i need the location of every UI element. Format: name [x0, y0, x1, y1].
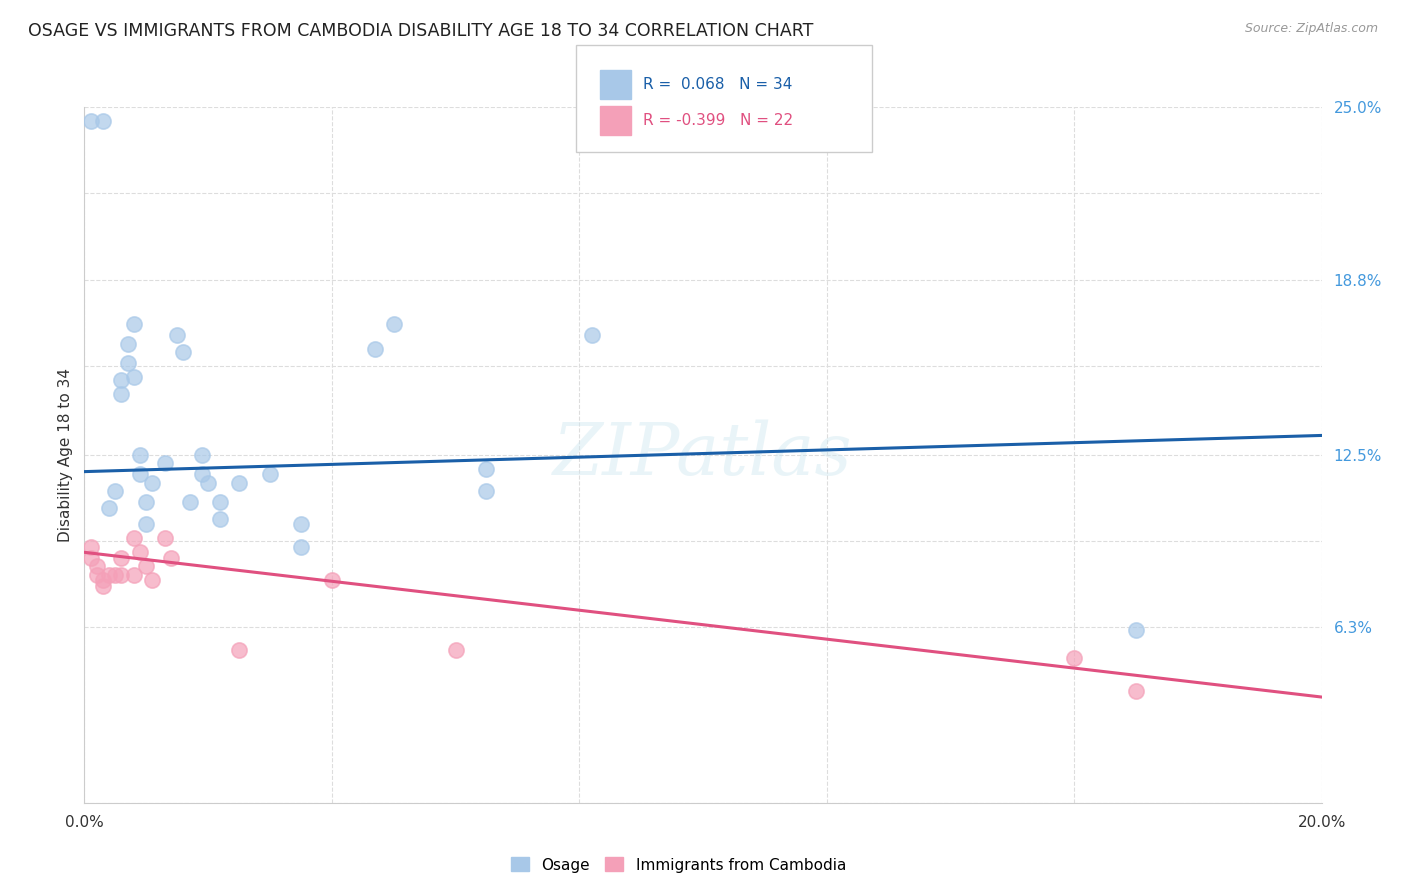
Text: OSAGE VS IMMIGRANTS FROM CAMBODIA DISABILITY AGE 18 TO 34 CORRELATION CHART: OSAGE VS IMMIGRANTS FROM CAMBODIA DISABI… — [28, 22, 814, 40]
Point — [110, 373, 132, 387]
Point — [581, 328, 603, 343]
Point — [209, 495, 232, 509]
Point — [228, 642, 250, 657]
Point — [444, 642, 467, 657]
Point — [110, 567, 132, 582]
Point — [160, 550, 183, 565]
Point — [91, 573, 114, 587]
Point — [475, 462, 498, 476]
Point — [129, 467, 152, 482]
Point — [129, 448, 152, 462]
Point — [86, 559, 108, 574]
Point — [122, 532, 145, 546]
Text: R = -0.399   N = 22: R = -0.399 N = 22 — [643, 113, 793, 128]
Point — [191, 467, 214, 482]
Point — [110, 550, 132, 565]
Point — [228, 475, 250, 490]
Text: Source: ZipAtlas.com: Source: ZipAtlas.com — [1244, 22, 1378, 36]
Point — [290, 540, 312, 554]
Point — [122, 317, 145, 331]
Legend: Osage, Immigrants from Cambodia: Osage, Immigrants from Cambodia — [505, 851, 852, 879]
Point — [364, 342, 387, 356]
Point — [117, 356, 139, 370]
Y-axis label: Disability Age 18 to 34: Disability Age 18 to 34 — [58, 368, 73, 542]
Point — [86, 567, 108, 582]
Point — [79, 114, 101, 128]
Point — [110, 386, 132, 401]
Point — [104, 484, 127, 499]
Point — [135, 495, 157, 509]
Point — [117, 336, 139, 351]
Point — [290, 517, 312, 532]
Point — [475, 484, 498, 499]
Point — [172, 345, 194, 359]
Point — [191, 448, 214, 462]
Point — [1063, 651, 1085, 665]
Point — [153, 532, 176, 546]
Point — [141, 475, 163, 490]
Text: R =  0.068   N = 34: R = 0.068 N = 34 — [643, 78, 792, 92]
Point — [1125, 684, 1147, 698]
Point — [79, 540, 101, 554]
Point — [79, 550, 101, 565]
Point — [122, 370, 145, 384]
Point — [91, 114, 114, 128]
Point — [135, 517, 157, 532]
Point — [129, 545, 152, 559]
Point — [197, 475, 219, 490]
Point — [91, 579, 114, 593]
Point — [321, 573, 343, 587]
Point — [179, 495, 201, 509]
Point — [122, 567, 145, 582]
Point — [166, 328, 188, 343]
Point — [259, 467, 281, 482]
Point — [135, 559, 157, 574]
Text: ZIPatlas: ZIPatlas — [553, 419, 853, 491]
Point — [153, 456, 176, 470]
Point — [1125, 624, 1147, 638]
Point — [382, 317, 405, 331]
Point — [104, 567, 127, 582]
Point — [98, 567, 121, 582]
Point — [141, 573, 163, 587]
Point — [209, 512, 232, 526]
Point — [98, 500, 121, 515]
